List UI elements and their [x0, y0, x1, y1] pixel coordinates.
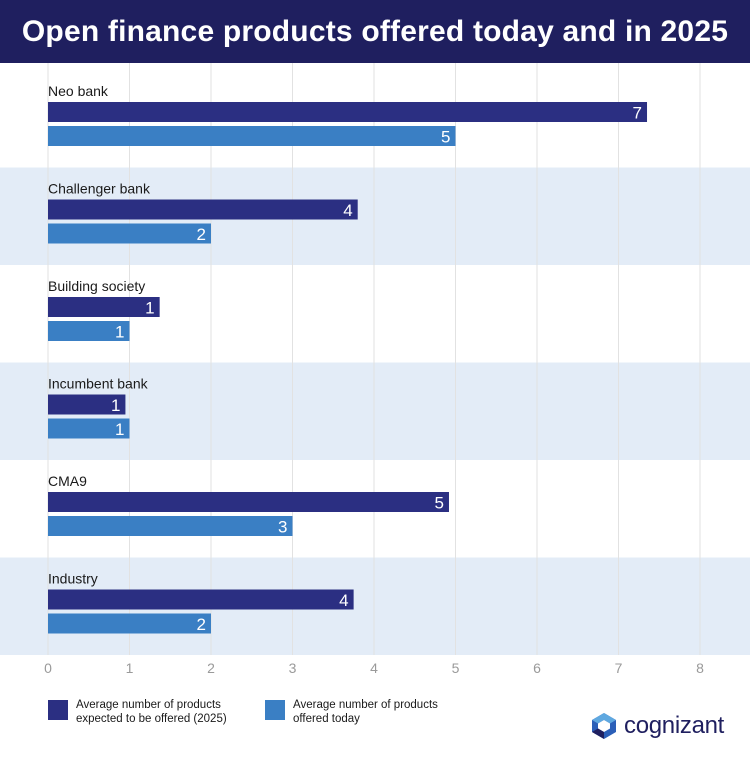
data-label: 3: [278, 518, 287, 537]
data-label: 1: [145, 299, 154, 318]
data-label: 5: [441, 128, 450, 147]
bar-chart: 7 5 4 2 1 1 1 1 5 3 4 2 Neo bank Challenger bank Buil…: [0, 63, 750, 676]
bar-today: [48, 516, 293, 536]
bar-today: [48, 223, 211, 244]
bar-2025: [48, 297, 160, 317]
data-label: 1: [115, 420, 124, 439]
x-tick-label: 5: [452, 660, 460, 676]
x-tick-label: 1: [126, 660, 134, 676]
category-label: Incumbent bank: [48, 376, 149, 392]
legend-label-2025: Average number of products expected to b…: [76, 699, 227, 725]
bar-2025: [48, 492, 449, 512]
x-tick-label: 0: [44, 660, 52, 676]
bar-today: [48, 418, 130, 439]
category-label: Challenger bank: [48, 181, 151, 197]
legend-label-today: Average number of products offered today: [293, 699, 438, 725]
bar-today: [48, 613, 211, 634]
legend-swatch-today: [265, 700, 285, 720]
category-label: Building society: [48, 278, 145, 294]
category-labels: Neo bank Challenger bank Building society I…: [48, 83, 151, 587]
bars: 7 5 4 2 1 1 1 1 5 3 4 2: [48, 102, 648, 634]
data-label: 2: [197, 615, 206, 634]
x-tick-label: 8: [696, 660, 704, 676]
data-label: 4: [339, 591, 348, 610]
data-label: 5: [435, 494, 444, 513]
category-label: Neo bank: [48, 83, 109, 99]
data-label: 4: [343, 201, 352, 220]
bar-2025: [48, 199, 358, 220]
x-tick-label: 4: [370, 660, 378, 676]
chart-title: Open finance products offered today and …: [0, 0, 750, 63]
legend-item-today: Average number of products offered today: [265, 698, 453, 726]
legend: Average number of products expected to b…: [48, 698, 508, 738]
category-label: CMA9: [48, 473, 87, 489]
x-tick-label: 6: [533, 660, 541, 676]
cognizant-logo-text: cognizant: [624, 712, 725, 739]
bar-today: [48, 126, 456, 146]
data-label: 7: [633, 104, 642, 123]
cognizant-logo-icon: [592, 713, 616, 739]
data-label: 2: [197, 225, 206, 244]
x-tick-label: 2: [207, 660, 215, 676]
bar-2025: [48, 589, 354, 610]
x-tick-label: 3: [289, 660, 297, 676]
bar-today: [48, 321, 130, 341]
bar-2025: [48, 394, 126, 415]
bar-2025: [48, 102, 648, 122]
category-label: Industry: [48, 571, 98, 587]
x-tick-label: 7: [615, 660, 623, 676]
data-label: 1: [111, 396, 120, 415]
grid-lines: [47, 63, 701, 655]
legend-item-2025: Average number of products expected to b…: [48, 698, 236, 726]
x-axis-ticks: 0 1 2 3 4 5 6 7 8: [44, 660, 704, 676]
cognizant-logo: cognizant: [590, 712, 724, 740]
legend-swatch-2025: [48, 700, 68, 720]
data-label: 1: [115, 323, 124, 342]
category-bands: [0, 167, 750, 655]
